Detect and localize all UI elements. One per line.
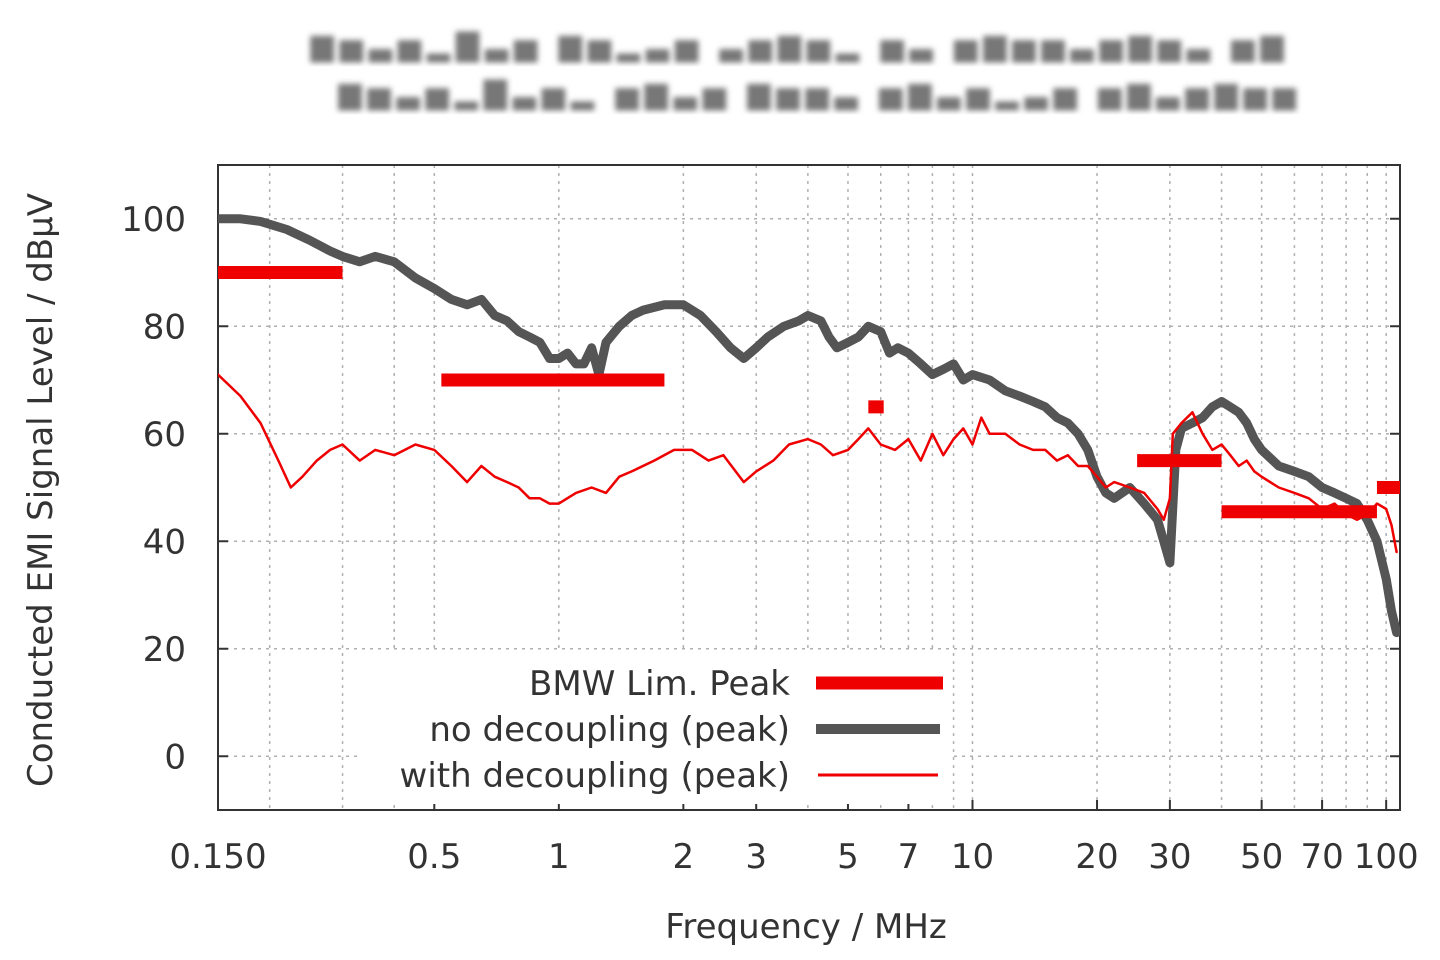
obscured-title: ▆▅▃▅▂▇▃▅ ▆▅▂▃▅ ▃▅▆▅▂ ▅▃ ▅▆▅▅▃▅▆▅▃ ▅▆ ▆▅▃… bbox=[310, 28, 1301, 111]
legend-entry-limit: BMW Lim. Peak bbox=[529, 664, 943, 704]
y-tick-label: 80 bbox=[143, 307, 186, 347]
x-axis: 0.150 0.5 1 2 3 5 7 10 20 30 50 70 100 bbox=[169, 800, 1419, 877]
series-line-no-decoupling bbox=[218, 214, 1400, 638]
legend-label-limit: BMW Lim. Peak bbox=[529, 664, 790, 704]
legend-entry-no-decoupling: no decoupling (peak) bbox=[429, 710, 940, 750]
legend-label-with-decoupling: with decoupling (peak) bbox=[400, 756, 790, 796]
svg-text:▆▅▃▅▂▇▃▅ ▆▅▂▃▅ ▃▅▆▅▂ ▅▃ ▅▆▅▅▃▅: ▆▅▃▅▂▇▃▅ ▆▅▂▃▅ ▃▅▆▅▂ ▅▃ ▅▆▅▅▃▅▆▅▃ ▅▆ bbox=[310, 28, 1290, 63]
y-tick-label: 60 bbox=[143, 415, 186, 455]
legend-entry-with-decoupling: with decoupling (peak) bbox=[400, 756, 938, 796]
x-tick-label: 50 bbox=[1240, 837, 1283, 877]
y-axis-title: Conducted EMI Signal Level / dBµV bbox=[21, 193, 61, 787]
x-tick-label: 7 bbox=[898, 837, 920, 877]
y-tick-label: 20 bbox=[143, 630, 186, 670]
legend: BMW Lim. Peak no decoupling (peak) with … bbox=[358, 652, 950, 804]
x-tick-label: 20 bbox=[1075, 837, 1118, 877]
legend-label-no-decoupling: no decoupling (peak) bbox=[429, 710, 790, 750]
x-tick-label: 0.150 bbox=[169, 837, 266, 877]
x-tick-label: 10 bbox=[951, 837, 994, 877]
x-tick-label: 1 bbox=[548, 837, 570, 877]
y-axis: 100 80 60 40 20 0 bbox=[121, 200, 1400, 777]
x-tick-label: 3 bbox=[745, 837, 767, 877]
x-tick-label: 70 bbox=[1300, 837, 1343, 877]
x-tick-label: 5 bbox=[837, 837, 859, 877]
y-tick-label: 100 bbox=[121, 200, 186, 240]
x-axis-title: Frequency / MHz bbox=[665, 907, 946, 947]
series-line-with-decoupling bbox=[218, 373, 1398, 554]
y-tick-label: 40 bbox=[143, 522, 186, 562]
x-tick-label: 0.5 bbox=[407, 837, 461, 877]
series-layer bbox=[218, 214, 1400, 638]
x-tick-label: 2 bbox=[673, 837, 695, 877]
x-tick-label: 100 bbox=[1354, 837, 1419, 877]
y-tick-label: 0 bbox=[164, 737, 186, 777]
x-tick-label: 30 bbox=[1148, 837, 1191, 877]
svg-text:▆▅▃▅▂▇▃▅▂ ▅▆▃▅ ▆▅▅▃ ▅▆▃▅▂▃▅ ▅▆: ▆▅▃▅▂▇▃▅▂ ▅▆▃▅ ▆▅▅▃ ▅▆▃▅▂▃▅ ▅▆▃▅▆▅▅ bbox=[337, 76, 1301, 111]
